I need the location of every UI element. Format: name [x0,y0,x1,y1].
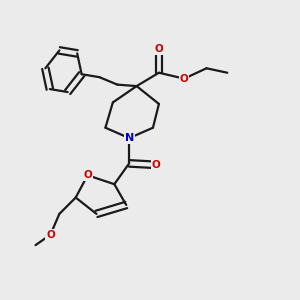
Text: O: O [154,44,163,54]
Text: O: O [46,230,55,240]
Text: N: N [124,133,134,143]
Text: O: O [152,160,160,170]
Text: O: O [180,74,189,84]
Text: O: O [83,170,92,180]
